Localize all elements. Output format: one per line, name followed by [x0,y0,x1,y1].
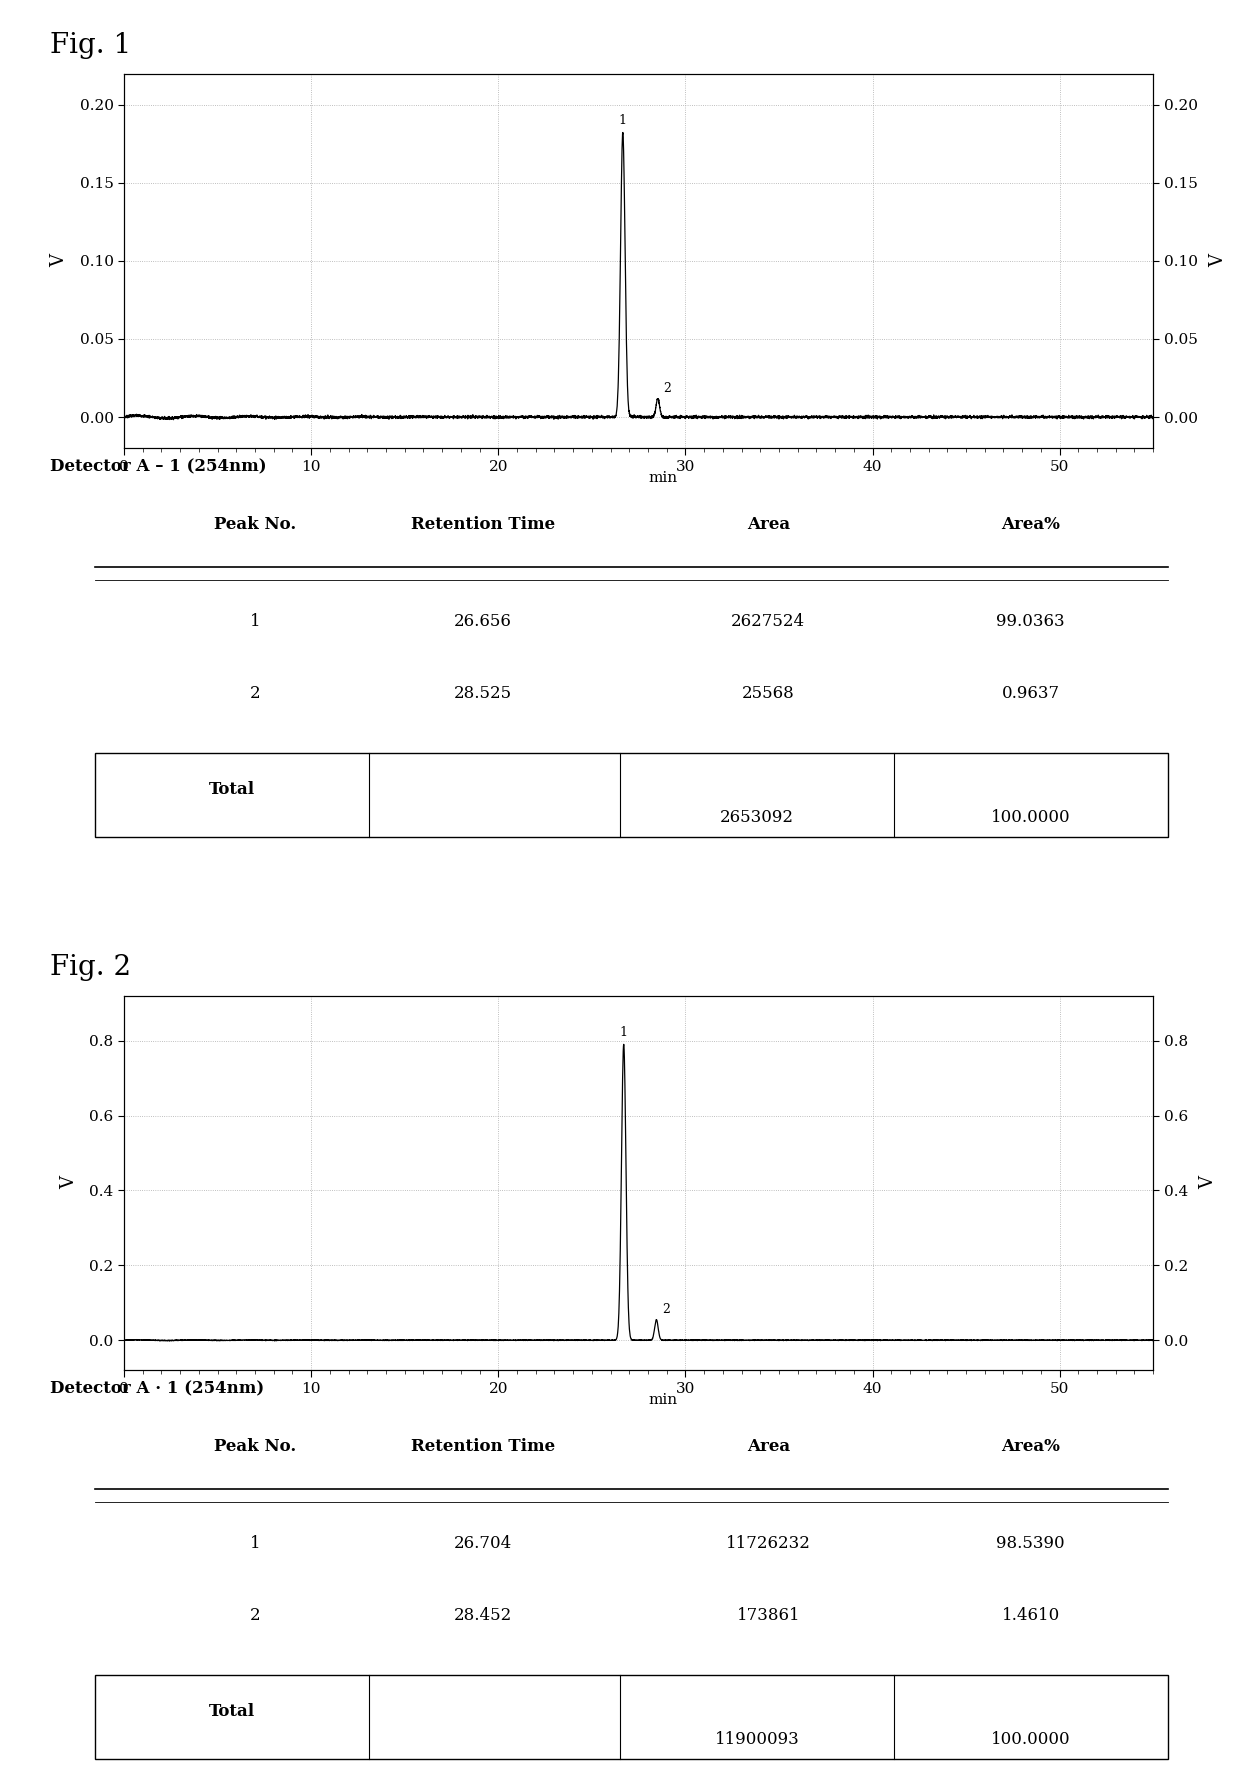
Text: Retention Time: Retention Time [410,516,556,534]
Text: Fig. 1: Fig. 1 [50,32,131,59]
Text: 2627524: 2627524 [732,613,805,631]
Text: 100.0000: 100.0000 [991,810,1070,826]
Y-axis label: V: V [1199,1177,1216,1190]
Text: 25568: 25568 [742,684,795,702]
Y-axis label: V: V [1209,255,1226,268]
Text: Peak No.: Peak No. [213,516,296,534]
Bar [95,1675,1168,1759]
Text: 99.0363: 99.0363 [997,613,1065,631]
Text: 1: 1 [249,1535,260,1553]
Text: 173861: 173861 [737,1606,800,1624]
Text: min: min [649,470,677,484]
Text: 2: 2 [662,1303,670,1316]
Y-axis label: V: V [61,1177,78,1190]
Text: Area%: Area% [1001,1438,1060,1456]
Text: 2: 2 [663,381,671,395]
Bar [95,754,1168,837]
Text: 26.656: 26.656 [454,613,512,631]
Text: Area: Area [746,516,790,534]
Text: 11900093: 11900093 [714,1732,800,1748]
Text: Area%: Area% [1001,516,1060,534]
Text: Peak No.: Peak No. [213,1438,296,1456]
Text: 0.9637: 0.9637 [1002,684,1060,702]
Text: 98.5390: 98.5390 [997,1535,1065,1553]
Text: Retention Time: Retention Time [410,1438,556,1456]
Text: 2653092: 2653092 [720,810,794,826]
Text: Detector A – 1 (254nm): Detector A – 1 (254nm) [50,459,267,475]
Text: Total: Total [210,780,255,798]
Text: 28.525: 28.525 [454,684,512,702]
Text: 100.0000: 100.0000 [991,1732,1070,1748]
Text: Detector A · 1 (254nm): Detector A · 1 (254nm) [50,1381,264,1397]
Text: 26.704: 26.704 [454,1535,512,1553]
Text: 1: 1 [249,613,260,631]
Text: Area: Area [746,1438,790,1456]
Text: 11726232: 11726232 [725,1535,811,1553]
Text: 1: 1 [620,1027,627,1039]
Text: 28.452: 28.452 [454,1606,512,1624]
Text: Total: Total [210,1702,255,1720]
Y-axis label: V: V [51,255,68,268]
Text: 2: 2 [249,684,260,702]
Text: 1: 1 [619,115,626,128]
Text: 1.4610: 1.4610 [1002,1606,1060,1624]
Text: Fig. 2: Fig. 2 [50,954,130,980]
Text: 2: 2 [249,1606,260,1624]
Text: min: min [649,1392,677,1406]
